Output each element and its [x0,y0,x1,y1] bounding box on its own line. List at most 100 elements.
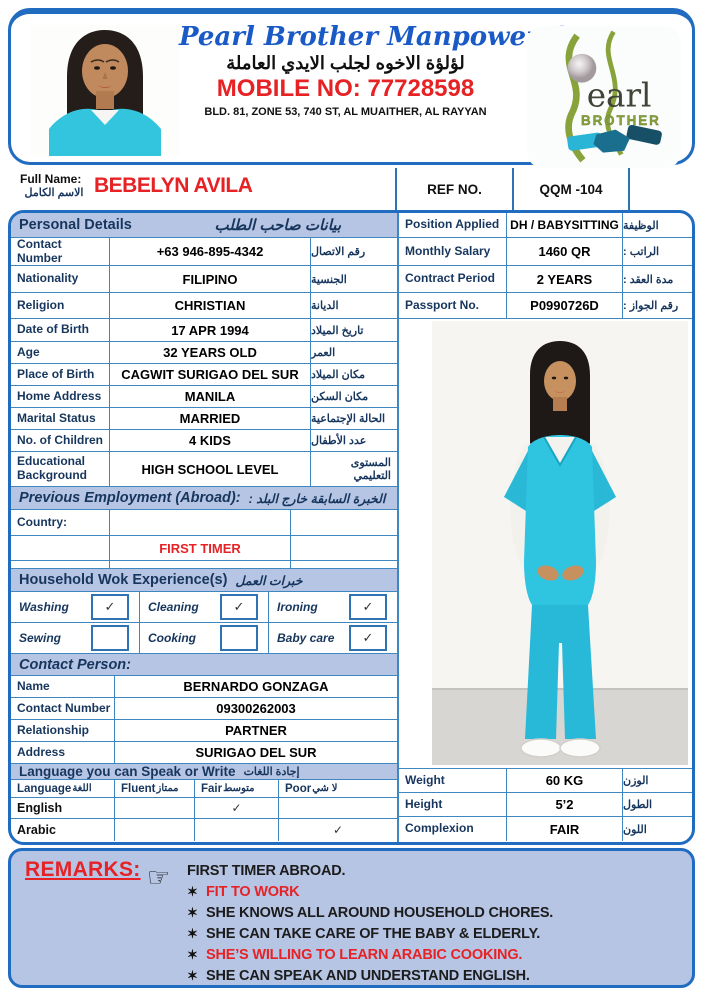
field-value: 60 KG [506,769,623,792]
full-name-label-arabic: الاسم الكامل [24,187,84,199]
field-label-arabic: الوزن [623,775,649,787]
table-row: Contact Number 09300262003 [11,698,397,720]
section-language: Language you can Speak or Write إجادة ال… [11,764,397,780]
table-row: Passport No. P0990726D رقم الجواز : [399,293,692,319]
language-col-header: Poor لا شي [278,780,397,797]
table-row: No. of Children 4 KIDS عدد الأطفال [11,430,397,452]
checkmark-icon: ✓ [362,630,374,645]
company-name-arabic: لؤلؤة الاخوه لجلب الايدي العاملة [226,53,465,73]
ref-no-label: REF NO. [395,168,512,210]
fair-mark [194,819,278,841]
field-label: Contract Period [405,271,496,286]
household-item-washing: Washing ✓ [11,592,140,622]
field-label: Marital Status [17,410,96,425]
fullbody-illustration [432,321,688,765]
language-col-header: Language اللغة [17,782,92,795]
mobile-number: MOBILE NO: 77728598 [216,75,475,102]
field-value: 2 YEARS [506,266,623,292]
field-label: Address [17,744,66,759]
field-label: Complexion [405,821,474,836]
header-box: Pearl Brother Manpower Co. لؤلؤة الاخوه … [8,8,695,168]
field-value: 17 APR 1994 [109,319,311,341]
main-body: Personal Details بيانات صاحب الطلب Conta… [8,210,695,845]
field-value: SURIGAO DEL SUR [114,742,397,763]
field-label-arabic: الراتب : [623,246,660,258]
field-label: Weight [405,772,445,787]
poor-mark [278,798,397,818]
checkbox-babycare: ✓ [349,625,387,651]
field-value: 4 KIDS [109,430,311,451]
field-label: Place of Birth [17,366,95,381]
field-label-arabic: عدد الأطفال [311,435,367,447]
remark-line: ✶ SHE’S WILLING TO LEARN ARABIC COOKING. [187,946,523,963]
field-value: CAGWIT SURIGAO DEL SUR [109,364,311,385]
household-item-cleaning: Cleaning ✓ [140,592,269,622]
pointing-hand-icon: ☞ [147,862,171,892]
table-row: Height 5’2 الطول [399,793,692,817]
full-name-row: Full Name: الاسم الكامل BEBELYN AVILA RE… [8,168,695,210]
field-value: DH / BABYSITTING [506,213,623,237]
field-label: Relationship [17,722,90,737]
field-value: FAIR [506,817,623,841]
table-row: Position Applied DH / BABYSITTING الوظيف… [399,213,692,238]
field-label: Religion [17,297,65,312]
table-row: Contract Period 2 YEARS مدة العقد : [399,266,692,293]
table-row: Date of Birth 17 APR 1994 تاريخ الميلاد [11,319,397,342]
field-label-arabic: الطول [623,799,653,811]
checkmark-icon: ✓ [233,599,245,614]
section-previous-employment-arabic: الخبرة السابقة خارج البلد : [248,491,386,506]
applicant-headshot-photo [31,25,179,157]
language-col-header: Fluent ممتاز [114,780,194,797]
first-timer-value: FIRST TIMER [109,536,291,560]
company-logo: earl BROTHER [521,26,687,168]
table-row: Relationship PARTNER [11,720,397,742]
household-item-cooking: Cooking [140,623,269,653]
checkbox-cleaning: ✓ [220,594,258,620]
table-row: Monthly Salary 1460 QR الراتب : [399,238,692,266]
remark-line: ✶ SHE KNOWS ALL AROUND HOUSEHOLD CHORES. [187,904,554,921]
checkbox-ironing: ✓ [349,594,387,620]
field-label: Monthly Salary [405,243,491,258]
field-label-arabic: الجنسية [311,273,347,286]
field-value: 1460 QR [506,238,623,265]
language-col-header: Fair متوسط [194,780,278,797]
field-label-arabic: تاريخ الميلاد [311,324,364,337]
handshake-icon [567,124,662,153]
remark-line: FIRST TIMER ABROAD. [187,862,346,879]
logo-brother-text: BROTHER [581,113,661,128]
table-row: Name BERNARDO GONZAGA [11,676,397,698]
bullet-star-icon: ✶ [187,967,198,983]
remark-line: ✶ SHE CAN SPEAK AND UNDERSTAND ENGLISH. [187,967,530,984]
field-label: Contact Number [17,700,111,715]
checkmark-icon: ✓ [362,599,374,614]
section-contact-person: Contact Person: [11,654,397,676]
field-value: +63 946-895-4342 [109,238,311,265]
field-label-arabic: رقم الجواز : [623,300,679,312]
table-row: Marital Status MARRIED الحالة الإجتماعية [11,408,397,430]
language-header-row: Language اللغة Fluent ممتاز Fair متوسط P… [11,780,397,798]
language-row-english: English ✓ [11,798,397,819]
checkbox-sewing [91,625,129,651]
headshot-illustration [31,25,179,156]
applicant-fullbody-photo [399,319,692,769]
pearl-icon [567,53,597,83]
field-label: Passport No. [405,297,480,312]
field-value: FILIPINO [109,266,311,292]
field-value: 5’2 [506,793,623,816]
bullet-star-icon: ✶ [187,883,198,899]
country-label: Country: [17,514,67,529]
header-text-block: Pearl Brother Manpower Co. لؤلؤة الاخوه … [179,22,595,118]
field-value: BERNARDO GONZAGA [114,676,397,697]
field-value: HIGH SCHOOL LEVEL [109,452,311,486]
pearl-brother-logo: earl BROTHER [527,26,681,168]
remark-line: ✶ SHE CAN TAKE CARE OF THE BABY & ELDERL… [187,925,541,942]
table-row: Contact Number +63 946-895-4342 رقم الات… [11,238,397,266]
fluent-mark [114,819,194,841]
section-language-arabic: إجادة اللغات [243,766,300,778]
remarks-lines: FIRST TIMER ABROAD. ✶ FIT TO WORK ✶ SHE … [187,860,553,986]
fluent-mark [114,798,194,818]
table-row: Nationality FILIPINO الجنسية [11,266,397,293]
household-item-babycare: Baby care ✓ [269,623,397,653]
logo-pearl-text: earl [587,77,652,115]
field-value: P0990726D [506,293,623,318]
